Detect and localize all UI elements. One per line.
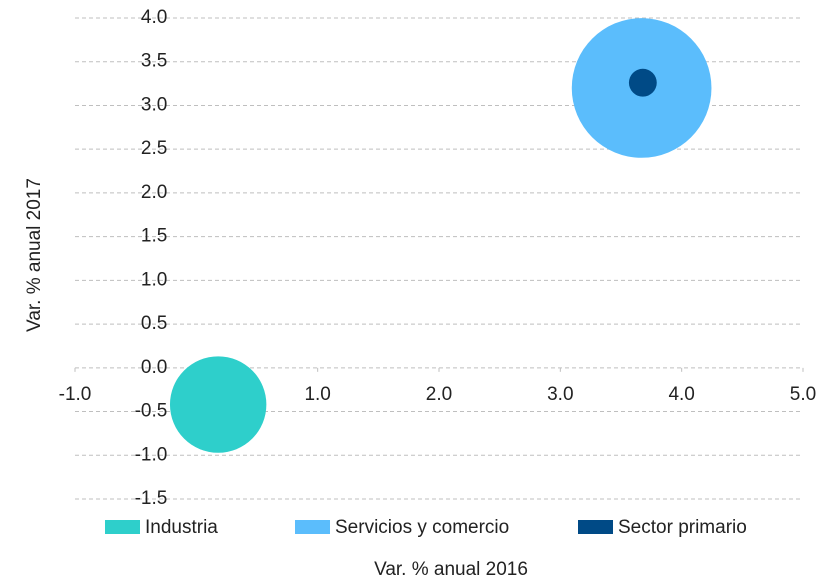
y-tick-label: -1.5 <box>135 488 168 509</box>
x-tick-label: -1.0 <box>59 384 92 405</box>
y-tick-label: 1.0 <box>141 269 167 290</box>
x-tick-label: 3.0 <box>547 384 573 405</box>
x-tick-label: 4.0 <box>668 384 694 405</box>
y-tick-label: 2.5 <box>141 138 167 159</box>
y-tick-label: -1.0 <box>135 444 168 465</box>
y-tick-label: 0.0 <box>141 357 167 378</box>
x-tick-label: 2.0 <box>426 384 452 405</box>
x-tick-label: 5.0 <box>790 384 816 405</box>
legend-swatch <box>105 520 140 534</box>
x-tick-label: 1.0 <box>304 384 330 405</box>
legend-label: Industria <box>145 517 218 538</box>
y-tick-label: 0.5 <box>141 313 167 334</box>
y-tick-label: 4.0 <box>141 7 167 28</box>
y-tick-label: 1.5 <box>141 226 167 247</box>
bubble <box>169 356 267 453</box>
legend-label: Servicios y comercio <box>335 517 509 538</box>
legend-swatch <box>578 520 613 534</box>
y-axis-title: Var. % anual 2017 <box>24 178 45 332</box>
x-axis-title: Var. % anual 2016 <box>374 559 528 580</box>
y-tick-label: 3.0 <box>141 94 167 115</box>
y-tick-label: 3.5 <box>141 51 167 72</box>
legend-label: Sector primario <box>618 517 747 538</box>
bubble <box>628 68 657 97</box>
y-tick-label: 2.0 <box>141 182 167 203</box>
legend-swatch <box>295 520 330 534</box>
y-tick-label: -0.5 <box>135 401 168 422</box>
